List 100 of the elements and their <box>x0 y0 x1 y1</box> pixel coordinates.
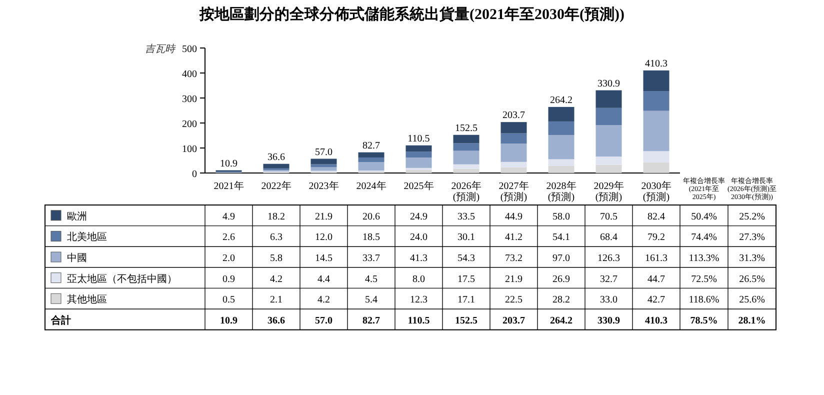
bar <box>310 158 337 164</box>
bar <box>643 110 670 152</box>
data-label: 17.5 <box>458 274 475 285</box>
text: 72.5% <box>691 274 717 285</box>
data-label: 33.5 <box>458 211 475 222</box>
bar <box>548 121 574 135</box>
x-tick-label: 2026年 (預測) <box>451 180 482 203</box>
text: 330.9 <box>598 315 620 326</box>
data-label: 4.4 <box>318 274 330 285</box>
text: 118.6% <box>688 294 720 306</box>
legend-label: 北美地區 <box>67 231 107 244</box>
x-tick-label: 2028年 (預測) <box>546 180 576 203</box>
data-label: 18.5 <box>362 232 380 244</box>
text: 36.6 <box>268 315 285 326</box>
y-tick-label: 400 <box>182 69 197 80</box>
legend-label: 亞太地區（不包括中國） <box>67 272 177 285</box>
data-label: 12.3 <box>410 294 428 306</box>
text: 264.2 <box>550 315 572 326</box>
bar <box>358 162 384 171</box>
text: 25.2% <box>739 211 765 222</box>
y-tick-label: 500 <box>182 44 197 55</box>
data-label: 0.5 <box>222 294 235 306</box>
text: 113.3% <box>688 253 720 264</box>
text: 50.4% <box>691 211 717 222</box>
data-label: 70.5 <box>600 211 618 222</box>
bar <box>643 151 670 162</box>
text: 152.5 <box>455 315 478 326</box>
x-tick-label: 2025年 <box>404 180 434 192</box>
legend-label: 中國 <box>67 252 87 264</box>
data-label: 26.9 <box>552 274 570 285</box>
bar <box>500 133 527 144</box>
x-tick-label: 2024年 <box>356 180 386 192</box>
x-tick-label: 2023年 <box>308 180 339 192</box>
data-label: 73.2 <box>505 253 522 264</box>
bar <box>406 152 432 158</box>
legend-label: 歐洲 <box>67 210 87 222</box>
data-label: 42.7 <box>648 294 665 306</box>
total-label: 330.9 <box>598 78 620 90</box>
data-label: 6.3 <box>270 232 282 244</box>
bar <box>263 164 290 168</box>
text: 28.1% <box>738 315 766 326</box>
data-label: 14.5 <box>315 253 332 264</box>
text: 74.4% <box>691 232 717 244</box>
data-label: 79.2 <box>648 232 665 244</box>
data-label: 58.0 <box>552 211 570 222</box>
bar <box>500 144 527 162</box>
data-label: 2.0 <box>222 253 235 264</box>
total-label: 152.5 <box>455 122 478 134</box>
y-axis-title: 吉瓦時 <box>145 43 176 55</box>
data-label: 20.6 <box>362 211 380 222</box>
bar <box>596 108 622 125</box>
text: 203.7 <box>502 315 525 326</box>
total-label: 110.5 <box>408 133 430 144</box>
bar <box>500 167 527 173</box>
legend-label: 其他地區 <box>67 294 107 306</box>
total-label: 57.0 <box>315 146 332 158</box>
bar <box>596 156 622 165</box>
data-label: 33.7 <box>362 253 380 264</box>
y-tick-label: 100 <box>182 144 197 155</box>
bar <box>453 164 480 169</box>
bar <box>596 164 622 173</box>
data-label: 161.3 <box>645 253 668 264</box>
total-label: 36.6 <box>268 152 285 163</box>
text: 31.3% <box>739 253 765 264</box>
bar <box>596 125 622 157</box>
bar <box>643 70 670 92</box>
data-label: 8.0 <box>412 274 425 285</box>
data-label: 44.7 <box>648 274 665 285</box>
bar <box>358 157 384 162</box>
bar <box>548 166 574 173</box>
data-label: 4.9 <box>222 211 235 222</box>
y-tick-label: 200 <box>182 119 197 130</box>
data-label: 28.2 <box>552 294 570 306</box>
bar <box>548 159 574 166</box>
total-label: 264.2 <box>550 94 572 106</box>
bar <box>358 152 384 158</box>
bar <box>453 143 480 151</box>
x-tick-label: 2029年 (預測) <box>594 180 624 203</box>
data-label: 24.0 <box>410 232 428 244</box>
data-label: 18.2 <box>268 211 285 222</box>
bar <box>643 91 670 111</box>
bar <box>643 162 670 173</box>
text: 410.3 <box>645 315 668 326</box>
x-tick-label: 2027年 (預測) <box>498 180 529 203</box>
data-label: 54.1 <box>552 232 570 244</box>
text: 合計 <box>51 315 71 326</box>
data-label: 2.6 <box>222 232 235 244</box>
data-label: 97.0 <box>552 253 570 264</box>
y-tick-label: 300 <box>182 94 197 105</box>
data-label: 22.5 <box>505 294 522 306</box>
bar <box>310 167 337 171</box>
text: 57.0 <box>315 315 332 326</box>
text: 26.5% <box>739 274 765 285</box>
data-label: 21.9 <box>315 211 332 222</box>
data-label: 4.5 <box>365 274 378 285</box>
bar <box>500 162 527 168</box>
data-label: 44.9 <box>505 211 522 222</box>
data-label: 2.1 <box>270 294 282 306</box>
text: 27.3% <box>739 232 765 244</box>
bar <box>453 150 480 164</box>
